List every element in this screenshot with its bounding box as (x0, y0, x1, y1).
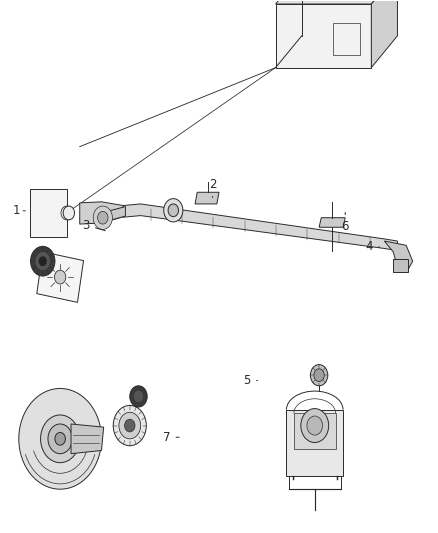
Circle shape (31, 246, 55, 276)
Circle shape (119, 413, 141, 439)
Polygon shape (102, 207, 125, 222)
Polygon shape (30, 189, 67, 237)
Circle shape (130, 386, 147, 407)
Polygon shape (276, 4, 371, 68)
Text: 2: 2 (209, 178, 216, 197)
Polygon shape (286, 410, 343, 476)
Text: 5: 5 (244, 374, 258, 387)
Circle shape (314, 369, 324, 382)
Circle shape (61, 206, 72, 220)
Circle shape (41, 415, 80, 463)
Circle shape (301, 409, 328, 442)
Text: 3: 3 (83, 219, 106, 232)
Polygon shape (371, 0, 397, 68)
Circle shape (98, 212, 108, 224)
Polygon shape (71, 424, 104, 454)
Circle shape (19, 389, 102, 489)
Text: 7: 7 (163, 431, 179, 444)
Circle shape (54, 270, 66, 284)
Circle shape (39, 256, 47, 266)
Polygon shape (294, 414, 336, 449)
Circle shape (133, 390, 144, 403)
Polygon shape (37, 252, 84, 302)
Circle shape (48, 424, 72, 454)
Bar (393, 259, 408, 272)
Polygon shape (195, 192, 219, 204)
Circle shape (307, 416, 322, 435)
Polygon shape (80, 202, 125, 224)
Text: 4: 4 (365, 240, 379, 253)
Polygon shape (319, 217, 345, 227)
Polygon shape (385, 241, 413, 269)
Bar (333, 23, 360, 55)
Circle shape (63, 206, 74, 220)
Circle shape (113, 406, 146, 446)
Circle shape (55, 432, 65, 445)
Circle shape (311, 365, 328, 386)
Text: 1: 1 (13, 204, 25, 217)
Circle shape (93, 206, 113, 229)
Circle shape (168, 204, 179, 216)
Polygon shape (276, 0, 397, 4)
Text: 6: 6 (342, 213, 349, 233)
Circle shape (164, 199, 183, 222)
Circle shape (35, 252, 50, 271)
Polygon shape (123, 204, 397, 251)
Circle shape (124, 419, 135, 432)
